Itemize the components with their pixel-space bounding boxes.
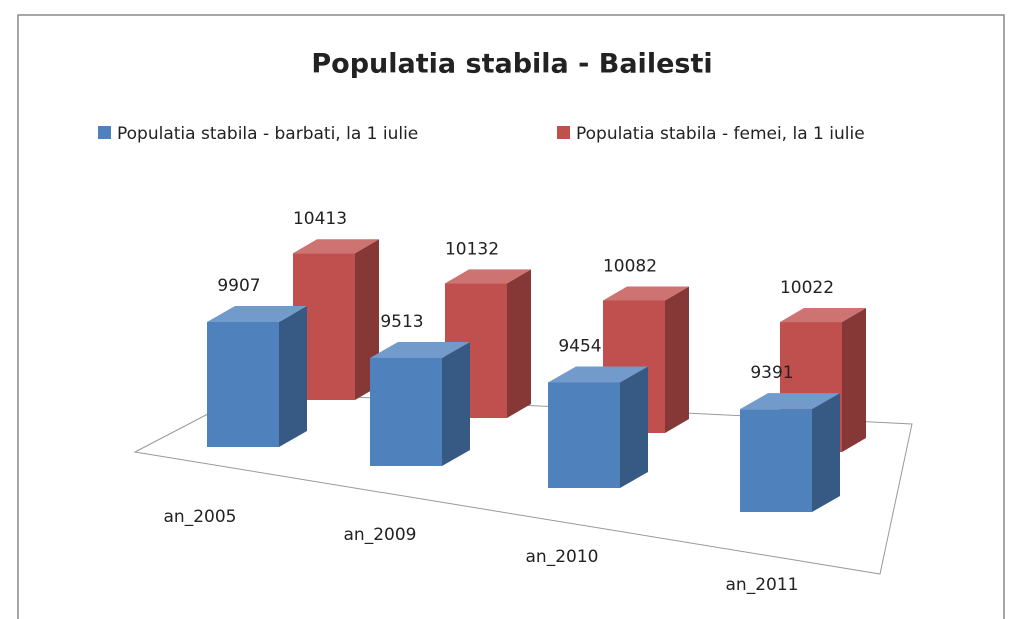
bar-side — [665, 286, 689, 433]
bar-top — [293, 239, 379, 254]
data-label: 10132 — [445, 239, 499, 259]
bar-side — [842, 308, 866, 452]
data-label: 9454 — [558, 336, 601, 356]
bar — [207, 321, 279, 447]
bar — [370, 357, 442, 466]
legend-label: Populatia stabila - femei, la 1 iulie — [576, 124, 865, 144]
data-label: 10082 — [603, 256, 657, 276]
bar-side — [442, 341, 470, 466]
bar-top — [207, 305, 307, 322]
data-label: 10022 — [780, 278, 834, 298]
bar-side — [507, 269, 531, 418]
x-tick-label: an_2011 — [726, 575, 799, 595]
chart-frame — [17, 14, 1005, 619]
bar-top — [780, 308, 866, 323]
data-label: 9391 — [750, 363, 793, 383]
bar-side — [279, 305, 307, 447]
bar — [740, 409, 812, 512]
legend-swatch — [98, 126, 111, 139]
bar-top — [370, 341, 470, 358]
bar-top — [740, 393, 840, 410]
x-tick-label: an_2009 — [344, 525, 417, 545]
bar-side — [620, 366, 648, 488]
data-label: 9907 — [217, 276, 260, 296]
legend-swatch — [557, 126, 570, 139]
bar-top — [603, 286, 689, 301]
legend-label: Populatia stabila - barbati, la 1 iulie — [117, 124, 418, 144]
data-label: 10413 — [293, 209, 347, 229]
chart-title: Populatia stabila - Bailesti — [311, 49, 712, 80]
bar-side — [812, 393, 840, 512]
data-label: 9513 — [380, 312, 423, 332]
x-tick-label: an_2005 — [164, 507, 237, 527]
bar-top — [548, 366, 648, 383]
bar — [548, 382, 620, 488]
bar-top — [445, 269, 531, 284]
x-tick-label: an_2010 — [526, 547, 599, 567]
